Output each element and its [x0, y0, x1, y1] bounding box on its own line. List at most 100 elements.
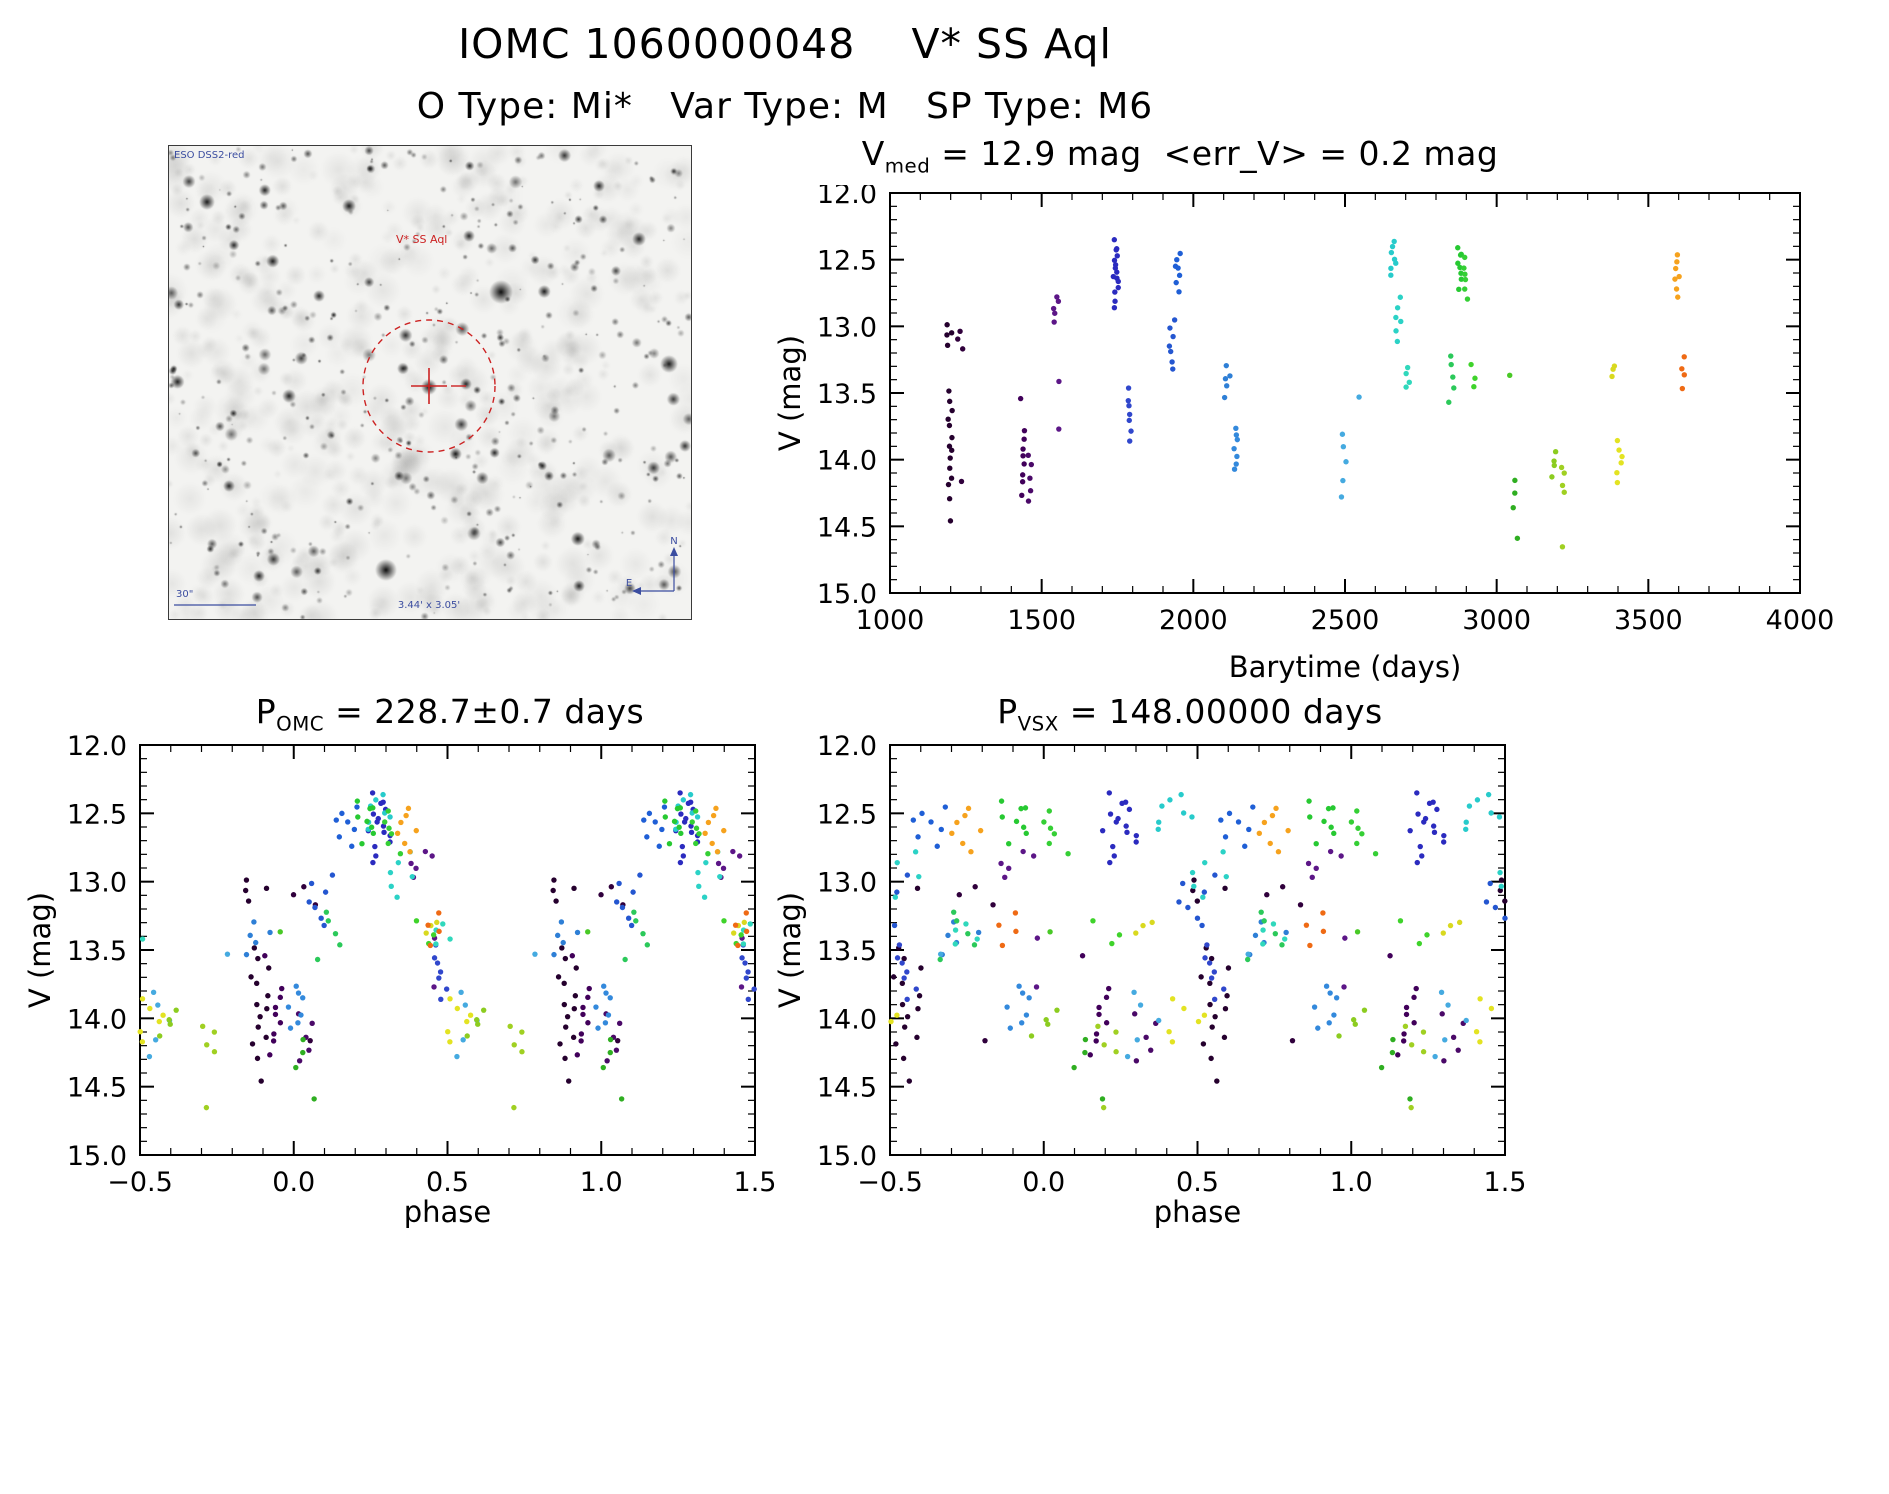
data-point — [1222, 1005, 1229, 1012]
data-point — [1022, 805, 1029, 811]
data-point — [593, 1004, 599, 1010]
data-point — [333, 817, 339, 823]
data-point — [1352, 1021, 1358, 1027]
target-label: V* SS Aql — [396, 233, 447, 246]
data-point — [373, 853, 379, 859]
data-point — [934, 843, 940, 849]
data-point — [747, 921, 753, 927]
data-point — [892, 894, 899, 900]
data-point — [1561, 489, 1567, 495]
data-point — [1107, 859, 1113, 866]
data-point — [696, 831, 702, 837]
data-point — [564, 1013, 571, 1020]
data-point — [1305, 860, 1312, 867]
data-point — [1027, 475, 1033, 481]
data-point — [434, 919, 440, 926]
data-point — [1114, 253, 1120, 259]
data-point — [1026, 995, 1032, 1001]
data-point — [560, 939, 566, 946]
data-point — [1390, 1036, 1396, 1043]
data-point — [915, 1005, 921, 1012]
data-point — [1281, 936, 1288, 942]
data-point — [1065, 851, 1071, 857]
axis-text: 12.0 — [67, 731, 127, 762]
data-point — [1115, 278, 1121, 285]
data-point — [904, 1013, 911, 1020]
data-point — [1134, 1037, 1140, 1043]
data-point — [1226, 810, 1233, 817]
data-point — [693, 825, 700, 831]
data-point — [975, 929, 982, 936]
data-point — [437, 969, 444, 975]
data-point — [339, 810, 345, 817]
data-point — [569, 953, 576, 959]
data-point — [1126, 806, 1133, 813]
data-point — [255, 955, 261, 962]
data-point — [431, 984, 437, 990]
data-point — [1194, 898, 1201, 904]
data-point — [914, 1034, 920, 1041]
data-point — [580, 1004, 586, 1011]
data-point — [580, 1011, 586, 1018]
data-point — [413, 827, 419, 834]
data-point — [946, 422, 953, 429]
axis-text: 3500 — [1614, 605, 1683, 636]
data-point — [1458, 276, 1465, 282]
data-point — [919, 810, 925, 817]
data-point — [386, 825, 392, 831]
data-point — [1112, 298, 1118, 304]
data-point — [1549, 474, 1555, 480]
data-point — [1021, 461, 1027, 467]
data-point — [139, 996, 146, 1002]
axis-text: 13.5 — [817, 936, 877, 967]
data-point — [1419, 853, 1425, 859]
data-point — [1199, 922, 1205, 929]
data-point — [1019, 492, 1025, 498]
data-point — [913, 986, 919, 992]
data-point — [963, 921, 969, 927]
data-point — [999, 942, 1006, 949]
data-point — [901, 1024, 908, 1030]
data-point — [1246, 826, 1252, 833]
data-point — [1177, 250, 1183, 257]
data-point — [1440, 839, 1447, 845]
data-point — [561, 980, 567, 987]
data-point — [430, 932, 437, 938]
axis-text: 15.0 — [817, 579, 877, 610]
data-point — [1285, 827, 1291, 834]
data-point — [1279, 884, 1286, 890]
axis-text: 14.5 — [67, 1073, 127, 1104]
data-point — [562, 1055, 568, 1062]
data-point — [946, 496, 953, 502]
data-point — [351, 826, 358, 833]
data-point — [1095, 1023, 1101, 1030]
data-point — [633, 918, 639, 924]
data-point — [1200, 1041, 1207, 1047]
data-point — [1191, 877, 1197, 883]
data-point — [703, 859, 709, 866]
data-point — [677, 859, 684, 866]
data-point — [1112, 289, 1118, 295]
data-point — [1391, 238, 1397, 245]
data-point — [354, 804, 360, 810]
data-point — [1389, 243, 1396, 250]
data-point — [646, 810, 653, 817]
data-point — [1220, 849, 1226, 855]
data-point — [1463, 819, 1469, 825]
data-point — [578, 1038, 584, 1044]
axis-text: V (mag) — [23, 892, 57, 1008]
data-point — [1218, 817, 1224, 823]
data-point — [732, 922, 739, 928]
axis-text: 15.0 — [817, 1141, 877, 1172]
data-point — [1245, 951, 1251, 957]
data-point — [1354, 929, 1361, 935]
data-point — [1052, 310, 1058, 316]
data-point — [1180, 810, 1187, 816]
data-point — [1438, 989, 1445, 995]
data-point — [613, 899, 620, 905]
data-point — [601, 983, 607, 989]
data-point — [949, 447, 955, 453]
data-point — [1200, 894, 1206, 900]
axis-text: 14.0 — [67, 1004, 127, 1035]
data-point — [385, 840, 391, 847]
